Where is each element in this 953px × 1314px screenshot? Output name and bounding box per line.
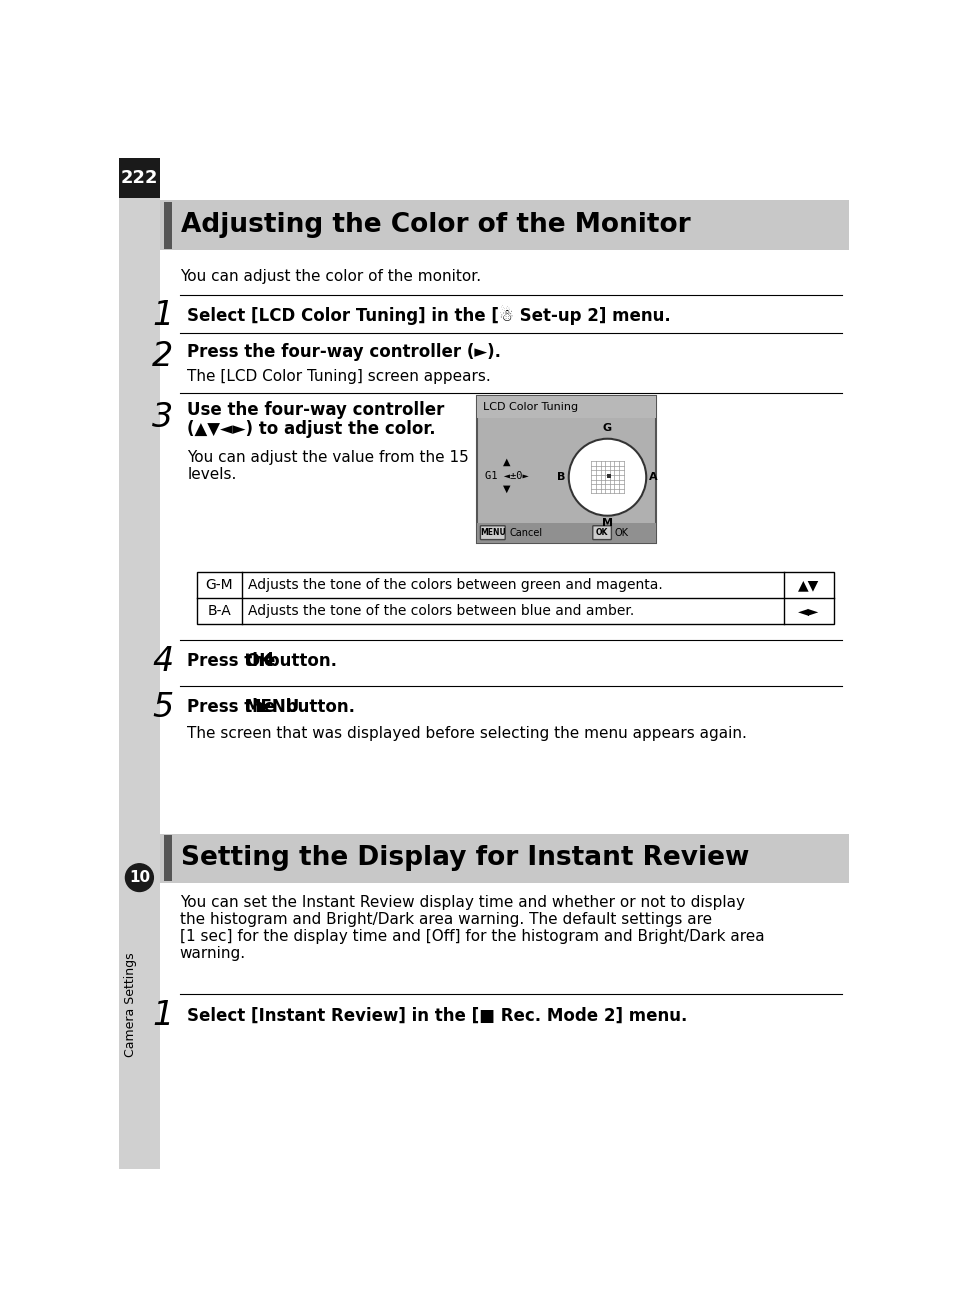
Text: Adjusts the tone of the colors between green and magenta.: Adjusts the tone of the colors between g… xyxy=(248,578,662,593)
Circle shape xyxy=(568,439,645,515)
Text: 222: 222 xyxy=(120,168,158,187)
Text: M: M xyxy=(601,518,613,528)
Text: Camera Settings: Camera Settings xyxy=(124,953,136,1056)
Text: You can adjust the value from the 15: You can adjust the value from the 15 xyxy=(187,451,469,465)
Text: B-A: B-A xyxy=(207,604,231,618)
Bar xyxy=(119,158,159,1169)
Text: button.: button. xyxy=(280,699,355,716)
Text: Adjusts the tone of the colors between blue and amber.: Adjusts the tone of the colors between b… xyxy=(248,604,634,618)
Bar xyxy=(476,397,655,418)
Text: Adjusting the Color of the Monitor: Adjusting the Color of the Monitor xyxy=(181,212,690,238)
Text: G-M: G-M xyxy=(205,578,233,593)
Text: 4: 4 xyxy=(152,645,173,678)
Text: Setting the Display for Instant Review: Setting the Display for Instant Review xyxy=(181,845,749,871)
Text: ▼: ▼ xyxy=(502,484,510,494)
Text: G: G xyxy=(602,423,612,434)
Text: levels.: levels. xyxy=(187,468,236,482)
Text: warning.: warning. xyxy=(179,946,246,961)
Text: LCD Color Tuning: LCD Color Tuning xyxy=(483,402,578,413)
Text: B: B xyxy=(557,472,565,482)
Text: OK: OK xyxy=(245,652,272,670)
Text: 1: 1 xyxy=(152,999,173,1031)
Text: ◄►: ◄► xyxy=(798,604,819,618)
Text: A: A xyxy=(649,472,658,482)
Text: button.: button. xyxy=(261,652,336,670)
Bar xyxy=(606,474,610,478)
Text: [1 sec] for the display time and [Off] for the histogram and Bright/Dark area: [1 sec] for the display time and [Off] f… xyxy=(179,929,763,945)
Bar xyxy=(476,523,655,543)
Bar xyxy=(159,200,848,250)
Text: (▲▼◄►) to adjust the color.: (▲▼◄►) to adjust the color. xyxy=(187,419,436,438)
FancyBboxPatch shape xyxy=(480,526,505,540)
Text: 10: 10 xyxy=(129,870,150,886)
Text: Press the four-way controller (►).: Press the four-way controller (►). xyxy=(187,343,501,361)
Text: 5: 5 xyxy=(152,691,173,724)
Bar xyxy=(159,834,848,883)
Bar xyxy=(164,836,172,882)
Text: ▲: ▲ xyxy=(502,457,510,466)
Text: ▲▼: ▲▼ xyxy=(798,578,819,593)
Text: 2: 2 xyxy=(152,340,173,373)
Text: The [LCD Color Tuning] screen appears.: The [LCD Color Tuning] screen appears. xyxy=(187,369,491,385)
Text: Select [LCD Color Tuning] in the [☃ Set-up 2] menu.: Select [LCD Color Tuning] in the [☃ Set-… xyxy=(187,306,671,326)
Bar xyxy=(476,397,655,543)
Text: the histogram and Bright/Dark area warning. The default settings are: the histogram and Bright/Dark area warni… xyxy=(179,912,711,928)
Text: You can adjust the color of the monitor.: You can adjust the color of the monitor. xyxy=(179,269,480,284)
Text: Select [Instant Review] in the [■ Rec. Mode 2] menu.: Select [Instant Review] in the [■ Rec. M… xyxy=(187,1007,687,1025)
Text: 1: 1 xyxy=(152,300,173,332)
Bar xyxy=(119,158,159,197)
Text: G1 ◄±0►: G1 ◄±0► xyxy=(484,470,528,481)
Text: The screen that was displayed before selecting the menu appears again.: The screen that was displayed before sel… xyxy=(187,725,746,741)
Text: Cancel: Cancel xyxy=(509,528,542,537)
Text: MENU: MENU xyxy=(245,699,300,716)
Text: You can set the Instant Review display time and whether or not to display: You can set the Instant Review display t… xyxy=(179,895,744,911)
Text: OK: OK xyxy=(614,528,628,537)
Bar xyxy=(164,201,172,248)
Circle shape xyxy=(125,863,153,891)
Text: Use the four-way controller: Use the four-way controller xyxy=(187,401,444,419)
Text: Press the: Press the xyxy=(187,652,281,670)
Text: Press the: Press the xyxy=(187,699,281,716)
Text: MENU: MENU xyxy=(479,528,505,537)
FancyBboxPatch shape xyxy=(592,526,611,540)
Text: OK: OK xyxy=(596,528,608,537)
Bar xyxy=(196,572,833,624)
Text: 3: 3 xyxy=(152,402,173,435)
